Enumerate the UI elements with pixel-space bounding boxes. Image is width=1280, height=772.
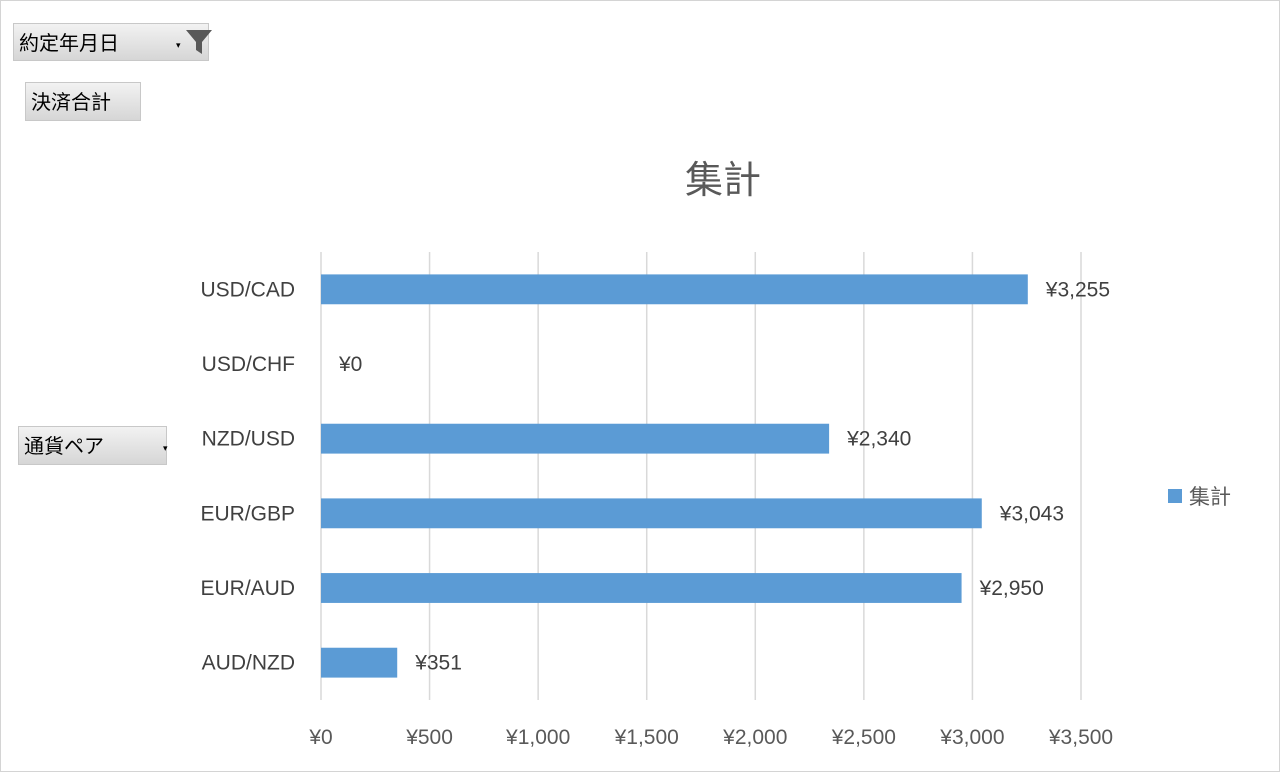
x-tick-label: ¥1,500: [614, 726, 679, 749]
chart-title: 集計: [685, 158, 761, 202]
bar: [321, 274, 1028, 305]
x-tick-label: ¥3,000: [939, 726, 1004, 749]
category-label: NZD/USD: [202, 428, 295, 451]
data-label: ¥3,043: [999, 502, 1064, 525]
filter-field-button[interactable]: 約定年月日 ▾: [13, 23, 212, 61]
category-label: AUD/NZD: [202, 652, 295, 675]
x-axis-tick-labels: ¥0 ¥500 ¥1,000 ¥1,500 ¥2,000 ¥2,500 ¥3,000 ¥3,5…: [308, 726, 1113, 749]
data-label: ¥351: [414, 652, 462, 675]
data-label: ¥2,340: [846, 428, 911, 451]
category-label: USD/CAD: [200, 278, 295, 301]
data-label: ¥3,255: [1045, 278, 1110, 301]
legend-swatch: [1168, 489, 1182, 503]
bar: [321, 498, 982, 529]
values-field-label: 決済合計: [31, 90, 111, 114]
filter-field-label: 約定年月日: [19, 31, 119, 55]
bar-series: [321, 274, 1028, 678]
category-label: EUR/AUD: [200, 577, 295, 600]
data-label: ¥0: [338, 353, 362, 376]
axis-field-button[interactable]: 通貨ペア ▾: [18, 426, 168, 465]
legend: 集計: [1168, 485, 1231, 509]
category-label: USD/CHF: [202, 353, 295, 376]
funnel-filter-icon: [186, 30, 212, 54]
x-tick-label: ¥500: [405, 726, 453, 749]
x-tick-label: ¥3,500: [1048, 726, 1113, 749]
legend-entry: 集計: [1189, 485, 1231, 509]
x-tick-label: ¥1,000: [505, 726, 570, 749]
bar: [321, 573, 962, 603]
chevron-down-icon: ▾: [176, 41, 181, 51]
y-axis-category-labels: USD/CAD USD/CHF NZD/USD EUR/GBP EUR/AUD AUD/N…: [200, 278, 295, 674]
data-label: ¥2,950: [979, 577, 1044, 600]
axis-field-label: 通貨ペア: [24, 434, 104, 458]
bar: [321, 423, 830, 454]
data-labels: ¥3,255 ¥0 ¥2,340 ¥3,043 ¥2,950 ¥351: [338, 278, 1110, 674]
chevron-down-icon: ▾: [163, 444, 168, 454]
x-tick-label: ¥2,500: [831, 726, 896, 749]
x-tick-label: ¥2,000: [722, 726, 787, 749]
bar: [321, 647, 398, 678]
category-label: EUR/GBP: [200, 502, 295, 525]
x-tick-label: ¥0: [308, 726, 332, 749]
gridlines: [320, 252, 1082, 700]
values-field-button[interactable]: 決済合計: [25, 82, 141, 121]
